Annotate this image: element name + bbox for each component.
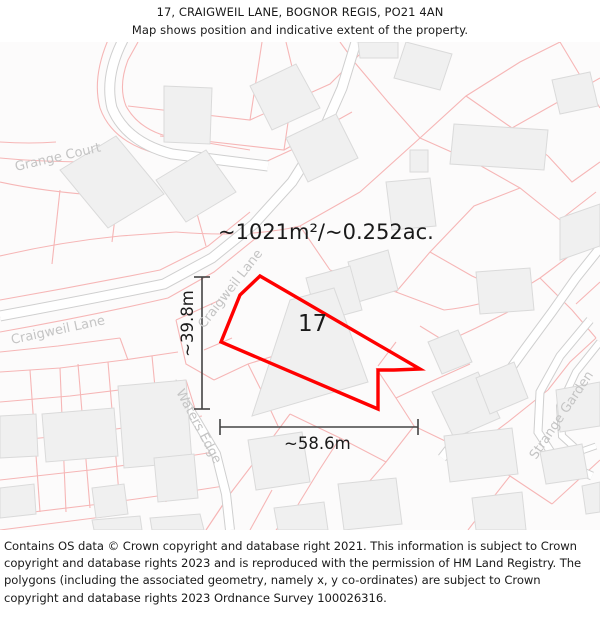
map-canvas[interactable]: Grange Court Craigweil Lane Craigweil La… (0, 42, 600, 530)
map-header: 17, CRAIGWEIL LANE, BOGNOR REGIS, PO21 4… (0, 0, 600, 42)
map-footer: Contains OS data © Crown copyright and d… (0, 530, 600, 625)
dimension-lines (194, 276, 419, 435)
property-boundary-polygon[interactable] (218, 273, 426, 412)
map-vector-layer: Grange Court Craigweil Lane Craigweil La… (0, 42, 600, 530)
copyright-text: Contains OS data © Crown copyright and d… (4, 539, 582, 605)
page-subtitle: Map shows position and indicative extent… (131, 23, 469, 37)
buildings (0, 42, 600, 530)
page-title: 17, CRAIGWEIL LANE, BOGNOR REGIS, PO21 4… (156, 5, 444, 19)
